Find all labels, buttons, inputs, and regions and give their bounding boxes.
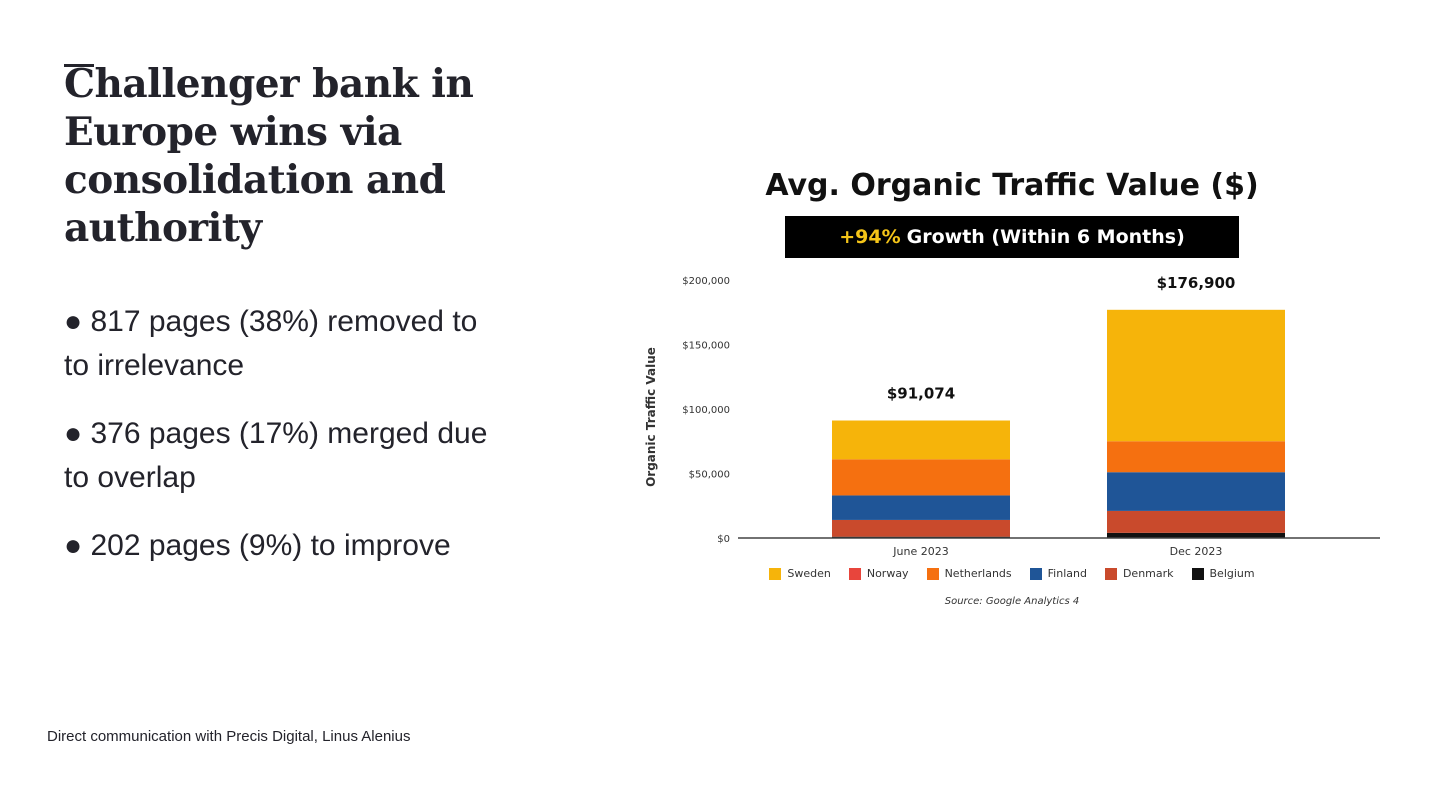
bar-total-label: $176,900 <box>1157 274 1236 292</box>
legend-label: Finland <box>1047 567 1087 580</box>
bullet-list: ● 817 pages (38%) removed to to irreleva… <box>64 300 504 592</box>
chart-subtitle-banner: +94% Growth (Within 6 Months) <box>785 216 1239 258</box>
bar-segment-finland <box>1107 472 1285 511</box>
bar-segment-netherlands <box>1107 441 1285 473</box>
bar-segment-denmark <box>832 519 1010 537</box>
legend-label: Denmark <box>1122 567 1174 580</box>
bar-segment-netherlands <box>832 459 1010 496</box>
y-tick-label: $50,000 <box>689 470 730 481</box>
legend-swatch <box>1191 567 1204 580</box>
footer-citation: Direct communication with Precis Digital… <box>47 728 411 745</box>
legend-label: Sweden <box>787 567 831 580</box>
y-tick-label: $200,000 <box>682 276 730 287</box>
legend-item: Sweden <box>769 567 831 580</box>
growth-highlight: +94% <box>839 226 901 248</box>
slide-title: Challenger bank in Europe wins via conso… <box>64 61 474 251</box>
legend-swatch <box>1029 567 1042 580</box>
legend-item: Denmark <box>1104 567 1174 580</box>
title-accent-bar <box>64 64 94 67</box>
growth-text: Growth (Within 6 Months) <box>906 226 1185 248</box>
legend-item: Netherlands <box>926 567 1012 580</box>
title-block: Challenger bank in Europe wins via conso… <box>64 60 504 252</box>
legend-swatch <box>926 567 939 580</box>
bar-segment-finland <box>832 495 1010 520</box>
bullet-item: ● 376 pages (17%) merged due to overlap <box>64 417 488 494</box>
bullet-item: ● 817 pages (38%) removed to to irreleva… <box>64 305 478 382</box>
legend-item: Norway <box>848 567 909 580</box>
legend-item: Finland <box>1029 567 1087 580</box>
bullet-item: ● 202 pages (9%) to improve <box>64 529 451 562</box>
bar-segment-sweden <box>832 420 1010 460</box>
legend-label: Norway <box>866 567 909 580</box>
bar-segment-sweden <box>1107 309 1285 442</box>
y-axis-label: Organic Traffic Value <box>644 347 658 487</box>
bar-total-label: $91,074 <box>887 385 955 403</box>
x-tick-label: June 2023 <box>892 545 948 558</box>
y-tick-label: $100,000 <box>682 405 730 416</box>
y-tick-label: $150,000 <box>682 341 730 352</box>
chart-source: Source: Google Analytics 4 <box>944 596 1080 607</box>
legend-swatch <box>1104 567 1117 580</box>
legend-swatch <box>769 567 782 580</box>
legend-swatch <box>848 567 861 580</box>
y-tick-label: $0 <box>717 534 730 545</box>
legend-label: Netherlands <box>944 567 1012 580</box>
chart-title: Avg. Organic Traffic Value ($) <box>765 168 1259 203</box>
chart-legend: Sweden Norway Netherlands Finland Denmark Bel… <box>650 567 1374 580</box>
x-tick-label: Dec 2023 <box>1170 545 1223 558</box>
legend-label: Belgium <box>1209 567 1255 580</box>
legend-item: Belgium <box>1191 567 1255 580</box>
bar-segment-denmark <box>1107 510 1285 533</box>
bar-segment-belgium <box>1107 532 1285 538</box>
